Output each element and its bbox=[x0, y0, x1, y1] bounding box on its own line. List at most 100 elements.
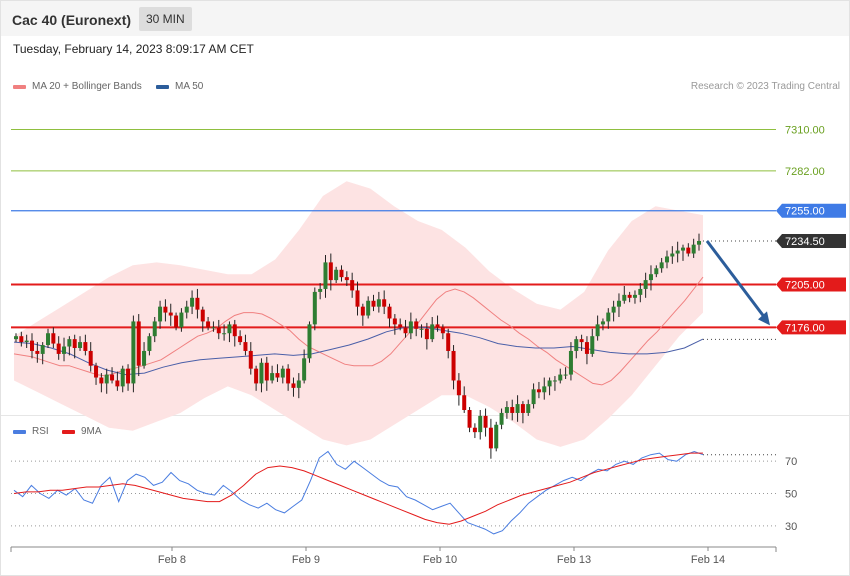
candle-body bbox=[35, 350, 40, 354]
candle-body bbox=[168, 312, 173, 316]
candle-body bbox=[366, 300, 371, 316]
candle-body bbox=[307, 324, 312, 359]
candle-body bbox=[643, 280, 648, 289]
candle-body bbox=[638, 288, 643, 295]
legend-bollinger-swatch bbox=[13, 84, 26, 89]
candle-body bbox=[675, 250, 680, 254]
candle-body bbox=[542, 386, 547, 393]
candle-body bbox=[659, 262, 664, 269]
candle-body bbox=[424, 328, 429, 340]
timeframe-badge[interactable]: 30 MIN bbox=[139, 7, 192, 31]
candle-body bbox=[72, 339, 77, 348]
rsi-tick-label: 70 bbox=[785, 456, 797, 468]
candle-body bbox=[264, 362, 269, 381]
candle-body bbox=[451, 350, 456, 381]
x-axis-tick-label: Feb 13 bbox=[557, 554, 591, 566]
legend-rsi-ma-label: 9MA bbox=[81, 426, 102, 437]
candle-body bbox=[243, 342, 248, 351]
candle-body bbox=[440, 327, 445, 334]
candle-body bbox=[83, 342, 88, 351]
panel-divider bbox=[1, 415, 849, 416]
legend-rsi-ma-swatch bbox=[62, 429, 75, 434]
candle-body bbox=[275, 373, 280, 378]
candle-body bbox=[339, 269, 344, 278]
candle-body bbox=[552, 380, 557, 382]
candle-body bbox=[632, 294, 637, 298]
candle-body bbox=[360, 306, 365, 316]
candle-body bbox=[403, 327, 408, 334]
x-axis-tick-label: Feb 9 bbox=[292, 554, 320, 566]
candle-body bbox=[104, 374, 109, 384]
candle-body bbox=[456, 380, 461, 396]
candle-body bbox=[227, 324, 232, 334]
candle-body bbox=[211, 327, 216, 329]
candle-body bbox=[494, 424, 499, 449]
candle-body bbox=[312, 291, 317, 325]
candle-body bbox=[296, 380, 301, 388]
candle-body bbox=[88, 350, 93, 366]
price-label-blue: 7255.00 bbox=[785, 206, 825, 218]
candle-body bbox=[568, 350, 573, 375]
candle-body bbox=[558, 374, 563, 381]
candle-body bbox=[270, 373, 275, 381]
candle-body bbox=[142, 350, 147, 366]
candle-body bbox=[355, 290, 360, 307]
candle-body bbox=[616, 300, 621, 307]
candle-body bbox=[334, 269, 339, 281]
legend-ma50: MA 50 bbox=[156, 81, 203, 92]
candle-body bbox=[216, 327, 221, 334]
candle-body bbox=[14, 336, 18, 340]
candle-body bbox=[158, 306, 163, 322]
candle-body bbox=[30, 340, 35, 351]
candle-body bbox=[328, 262, 333, 281]
price-tag-last bbox=[776, 233, 846, 248]
price-label-red: 7176.00 bbox=[785, 322, 825, 334]
candle-body bbox=[680, 247, 685, 251]
x-axis-tick-label: Feb 10 bbox=[423, 554, 457, 566]
candle-body bbox=[462, 395, 467, 410]
candle-body bbox=[600, 321, 605, 325]
candle-body bbox=[547, 380, 552, 387]
legend-rsi-label: RSI bbox=[32, 426, 49, 437]
legend-ma50-swatch bbox=[156, 84, 169, 89]
chart-title: Cac 40 (Euronext) bbox=[12, 12, 132, 28]
candle-body bbox=[120, 368, 125, 387]
price-label-last: 7234.50 bbox=[785, 236, 825, 248]
price-label-green: 7282.00 bbox=[785, 166, 825, 178]
candle-body bbox=[563, 374, 568, 376]
legend-rsi-swatch bbox=[13, 429, 26, 434]
rsi-tick-label: 50 bbox=[785, 489, 797, 501]
candle-body bbox=[611, 306, 616, 313]
candle-body bbox=[206, 321, 211, 328]
candle-body bbox=[622, 294, 627, 301]
candle-body bbox=[286, 368, 291, 384]
candle-body bbox=[414, 321, 419, 329]
candle-body bbox=[398, 324, 403, 328]
candle-body bbox=[110, 374, 115, 381]
candle-body bbox=[195, 297, 200, 310]
candle-body bbox=[147, 336, 152, 351]
candle-body bbox=[691, 244, 696, 254]
candle-body bbox=[376, 299, 381, 307]
forecast-arrow-head bbox=[758, 311, 770, 326]
candle-body bbox=[392, 318, 397, 325]
forecast-arrow-shaft bbox=[705, 240, 768, 321]
candle-body bbox=[67, 339, 72, 347]
candle-body bbox=[478, 415, 483, 433]
candle-body bbox=[382, 299, 387, 307]
candle-body bbox=[574, 339, 579, 351]
candle-body bbox=[504, 407, 509, 413]
chart-datetime: Tuesday, February 14, 2023 8:09:17 AM CE… bbox=[13, 42, 254, 56]
candle-body bbox=[584, 342, 589, 354]
candle-body bbox=[232, 324, 237, 337]
candle-body bbox=[670, 253, 675, 257]
legend-rsi: RSI bbox=[13, 426, 49, 437]
candle-body bbox=[606, 312, 611, 322]
candle-body bbox=[499, 412, 504, 425]
candle-body bbox=[483, 415, 488, 428]
legend-rsi-ma: 9MA bbox=[62, 426, 102, 437]
candle-body bbox=[318, 288, 323, 292]
candle-body bbox=[697, 240, 701, 245]
candle-body bbox=[51, 333, 56, 344]
candle-body bbox=[387, 306, 392, 319]
